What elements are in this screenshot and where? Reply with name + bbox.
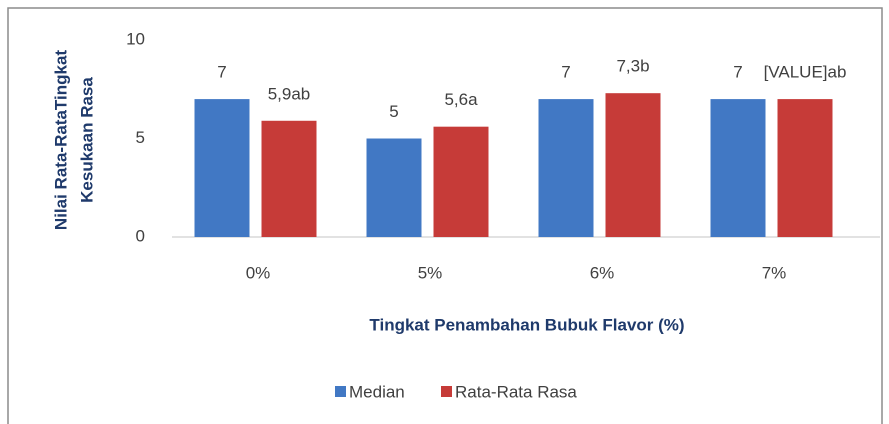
data-label: 7 — [561, 63, 570, 82]
y-tick-label: 0 — [136, 226, 145, 245]
legend-swatch — [441, 386, 452, 397]
bar — [261, 120, 317, 237]
legend-label: Rata-Rata Rasa — [455, 382, 577, 401]
chart-frame — [7, 7, 883, 424]
x-tick-label: 6% — [590, 263, 615, 282]
bar — [710, 99, 766, 237]
x-tick-label: 5% — [418, 263, 443, 282]
data-label: [VALUE]ab — [764, 63, 847, 82]
data-label: 7 — [733, 63, 742, 82]
bar — [433, 126, 489, 237]
y-axis-title: Kesukaan Rasa — [77, 77, 96, 203]
y-axis-title: Nilai Rata-RataTingkat — [51, 50, 70, 230]
x-axis-title: Tingkat Penambahan Bubuk Flavor (%) — [369, 315, 684, 334]
data-label: 5,9ab — [268, 84, 311, 103]
data-label: 5,6a — [444, 90, 478, 109]
bar — [194, 99, 250, 237]
x-tick-label: 0% — [246, 263, 271, 282]
bar — [538, 99, 594, 237]
legend-label: Median — [349, 382, 405, 401]
data-label: 5 — [389, 102, 398, 121]
bar — [777, 99, 833, 237]
bar — [366, 138, 422, 237]
legend-swatch — [335, 386, 346, 397]
data-label: 7 — [217, 63, 226, 82]
y-tick-label: 10 — [126, 29, 145, 48]
y-tick-label: 5 — [136, 128, 145, 147]
data-label: 7,3b — [616, 57, 649, 76]
x-tick-label: 7% — [762, 263, 787, 282]
bar — [605, 93, 661, 237]
